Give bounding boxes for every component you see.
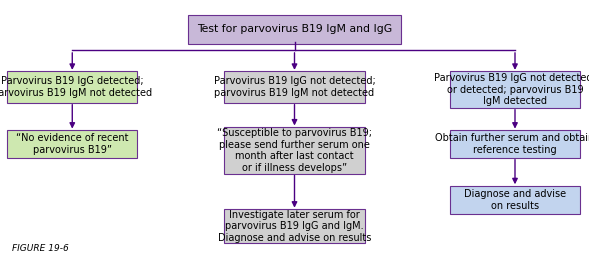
FancyBboxPatch shape [188, 15, 401, 44]
FancyBboxPatch shape [450, 130, 580, 158]
Text: “No evidence of recent
parvovirus B19”: “No evidence of recent parvovirus B19” [16, 133, 128, 155]
Text: FIGURE 19-6: FIGURE 19-6 [12, 244, 68, 253]
FancyBboxPatch shape [450, 186, 580, 214]
Text: Diagnose and advise
on results: Diagnose and advise on results [464, 189, 566, 211]
FancyBboxPatch shape [450, 71, 580, 108]
Text: Obtain further serum and obtain
reference testing: Obtain further serum and obtain referenc… [435, 133, 589, 155]
Text: “Susceptible to parvovirus B19;
please send further serum one
month after last c: “Susceptible to parvovirus B19; please s… [217, 128, 372, 173]
Text: Test for parvovirus B19 IgM and IgG: Test for parvovirus B19 IgM and IgG [197, 24, 392, 34]
FancyBboxPatch shape [224, 71, 365, 103]
Text: Investigate later serum for
parvovirus B19 IgG and IgM.
Diagnose and advise on r: Investigate later serum for parvovirus B… [218, 210, 371, 243]
FancyBboxPatch shape [7, 71, 137, 103]
Text: Parvovirus B19 IgG detected;
parvovirus B19 IgM not detected: Parvovirus B19 IgG detected; parvovirus … [0, 76, 153, 98]
Text: Parvovirus B19 IgG not detected;
parvovirus B19 IgM not detected: Parvovirus B19 IgG not detected; parvovi… [214, 76, 375, 98]
FancyBboxPatch shape [7, 130, 137, 158]
FancyBboxPatch shape [224, 209, 365, 243]
Text: Parvovirus B19 IgG not detected:
or detected; parvovirus B19
IgM detected: Parvovirus B19 IgG not detected: or dete… [434, 73, 589, 106]
FancyBboxPatch shape [224, 127, 365, 174]
